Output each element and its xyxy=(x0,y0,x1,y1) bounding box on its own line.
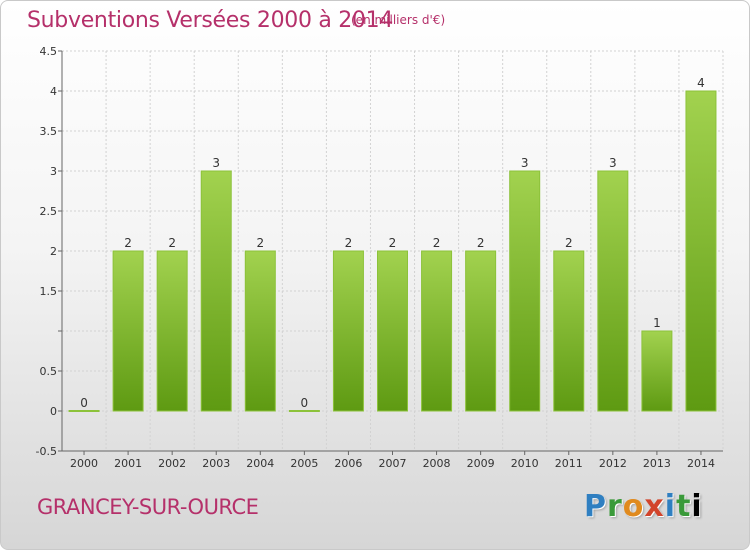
chart-unit: (en milliers d'€) xyxy=(351,13,446,27)
x-tick-label: 2008 xyxy=(423,457,451,470)
data-label-2001: 2 xyxy=(124,236,132,250)
y-tick-label: -0.5 xyxy=(36,445,57,458)
data-label-2012: 3 xyxy=(609,156,617,170)
data-label-2004: 2 xyxy=(256,236,264,250)
data-label-2007: 2 xyxy=(389,236,397,250)
data-label-2002: 2 xyxy=(168,236,176,250)
data-label-2005: 0 xyxy=(301,396,309,410)
proxiti-logo: Proxiti xyxy=(584,489,703,524)
logo-letter: t xyxy=(676,489,692,524)
data-label-2014: 4 xyxy=(697,76,705,90)
logo-letter: r xyxy=(607,489,623,524)
bar-2003 xyxy=(200,170,232,412)
bar-2001 xyxy=(112,250,144,412)
bar-2000 xyxy=(68,410,100,412)
bars xyxy=(68,90,717,412)
x-tick-label: 2005 xyxy=(290,457,318,470)
bar-2013 xyxy=(641,330,673,412)
y-tick-label: 4 xyxy=(50,85,57,98)
x-tick-label: 2012 xyxy=(599,457,627,470)
data-label-2000: 0 xyxy=(80,396,88,410)
bar-2009 xyxy=(465,250,497,412)
y-tick-label: 2 xyxy=(50,245,57,258)
x-tick-label: 2011 xyxy=(555,457,583,470)
bar-2010 xyxy=(509,170,541,412)
x-tick-label: 2001 xyxy=(114,457,142,470)
data-label-2003: 3 xyxy=(212,156,220,170)
data-label-2008: 2 xyxy=(433,236,441,250)
logo-letter: x xyxy=(644,489,665,524)
x-tick-label: 2003 xyxy=(202,457,230,470)
logo-letter: o xyxy=(622,489,645,524)
bar-2011 xyxy=(553,250,585,412)
data-label-2013: 1 xyxy=(653,316,661,330)
logo-letter: P xyxy=(584,489,607,524)
y-tick-label: 1.5 xyxy=(40,285,58,298)
x-tick-label: 2007 xyxy=(379,457,407,470)
y-tick-label: 0.5 xyxy=(40,365,58,378)
data-label-2006: 2 xyxy=(345,236,353,250)
data-label-2010: 3 xyxy=(521,156,529,170)
bar-2012 xyxy=(597,170,629,412)
y-tick-label: 3 xyxy=(50,165,57,178)
bar-2008 xyxy=(421,250,453,412)
x-tick-label: 2010 xyxy=(511,457,539,470)
chart-title: Subventions Versées 2000 à 2014 xyxy=(27,8,394,33)
bar-2004 xyxy=(244,250,276,412)
logo-letter: i xyxy=(691,489,703,524)
data-label-2011: 2 xyxy=(565,236,573,250)
y-tick-label: 2.5 xyxy=(40,205,58,218)
labels: -0.500.51.522.533.544.520000200122002220… xyxy=(36,45,715,470)
data-label-2009: 2 xyxy=(477,236,485,250)
commune-name: GRANCEY-SUR-OURCE xyxy=(37,495,259,519)
x-tick-label: 2004 xyxy=(246,457,274,470)
x-tick-label: 2013 xyxy=(643,457,671,470)
x-tick-label: 2014 xyxy=(687,457,715,470)
axes xyxy=(58,50,723,455)
x-tick-label: 2006 xyxy=(334,457,362,470)
bar-2002 xyxy=(156,250,188,412)
bar-2007 xyxy=(377,250,408,412)
y-tick-label: 3.5 xyxy=(40,125,58,138)
bar-2014 xyxy=(685,90,717,412)
y-tick-label: 4.5 xyxy=(40,45,58,58)
x-tick-label: 2002 xyxy=(158,457,186,470)
logo-letter: i xyxy=(664,489,677,524)
y-tick-label: 0 xyxy=(50,405,57,418)
x-tick-label: 2000 xyxy=(70,457,98,470)
x-tick-label: 2009 xyxy=(467,457,495,470)
bar-2006 xyxy=(332,250,364,412)
bar-2005 xyxy=(288,410,320,412)
